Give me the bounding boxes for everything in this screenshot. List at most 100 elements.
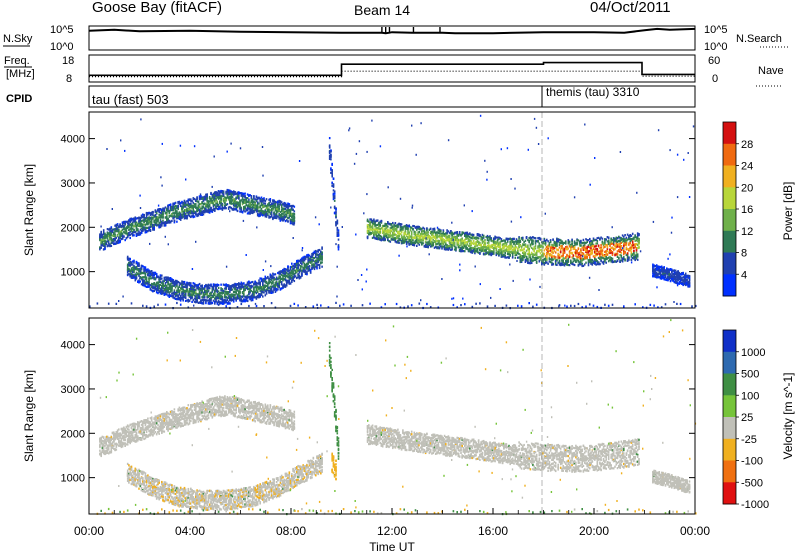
data-cell (142, 278, 144, 281)
data-cell (285, 271, 288, 274)
data-cell (210, 206, 212, 210)
data-cell (153, 225, 155, 228)
data-cell (458, 233, 461, 236)
data-cell (145, 215, 148, 219)
data-cell (315, 262, 317, 265)
data-cell (133, 228, 135, 231)
data-cell (214, 289, 216, 292)
data-cell (133, 274, 135, 277)
data-cell (133, 225, 135, 228)
data-cell (182, 202, 184, 205)
data-cell (235, 202, 237, 205)
data-cell (264, 215, 267, 218)
data-cell (140, 264, 143, 267)
data-cell (376, 237, 379, 240)
data-cell (184, 299, 187, 302)
data-cell (278, 208, 280, 211)
data-cell (143, 268, 145, 271)
data-cell (216, 193, 219, 196)
data-cell (202, 211, 205, 214)
data-cell (211, 289, 214, 292)
data-cell (308, 261, 311, 264)
data-cell (144, 274, 147, 277)
data-cell (182, 289, 184, 292)
data-cell (177, 207, 179, 211)
data-cell (162, 292, 164, 295)
data-cell (282, 274, 284, 277)
data-cell (394, 222, 397, 225)
data-cell (173, 293, 176, 296)
data-cell (123, 220, 125, 224)
data-cell (203, 286, 206, 289)
data-cell (114, 224, 116, 227)
data-cell (232, 208, 235, 211)
data-cell (107, 228, 110, 231)
data-cell (413, 244, 416, 247)
data-cell (130, 261, 133, 265)
data-cell (222, 198, 225, 201)
data-cell (181, 280, 183, 283)
data-cell (164, 278, 167, 281)
data-cell (272, 199, 274, 202)
data-cell (443, 247, 446, 250)
data-cell (379, 228, 381, 231)
data-cell (427, 234, 429, 237)
data-cell (238, 291, 240, 294)
data-cell (179, 214, 182, 217)
data-cell (393, 226, 395, 229)
data-cell (203, 197, 206, 200)
data-cell (260, 293, 263, 297)
data-cell (147, 226, 149, 229)
data-cell (100, 246, 102, 249)
data-cell (328, 157, 331, 160)
data-cell (289, 268, 292, 271)
data-cell (293, 274, 296, 277)
data-cell (436, 236, 438, 239)
data-cell (458, 246, 461, 249)
data-cell (154, 214, 157, 218)
data-cell (187, 198, 190, 201)
data-cell (269, 198, 272, 201)
data-cell (296, 260, 298, 264)
data-cell (205, 210, 207, 213)
data-cell (292, 267, 294, 270)
data-cell (167, 276, 169, 279)
data-cell (413, 233, 416, 236)
data-cell (144, 228, 147, 231)
data-cell (238, 191, 240, 194)
data-cell (279, 275, 282, 278)
data-cell (100, 241, 102, 244)
data-cell (173, 219, 176, 222)
data-cell (269, 209, 272, 212)
data-cell (211, 194, 214, 197)
data-cell (249, 212, 251, 215)
data-cell (148, 283, 150, 286)
data-cell (408, 243, 410, 246)
data-cell (456, 240, 458, 243)
data-cell (471, 249, 474, 252)
data-cell (206, 291, 208, 294)
data-cell (143, 279, 145, 282)
data-cell (177, 205, 179, 208)
data-cell (217, 193, 220, 196)
data-cell (176, 220, 178, 223)
data-cell (102, 231, 105, 234)
data-cell (279, 277, 282, 280)
data-cell (183, 291, 186, 294)
data-cell (438, 236, 441, 239)
data-cell (429, 239, 432, 242)
data-cell (384, 235, 386, 238)
data-cell (212, 292, 215, 295)
data-cell (124, 220, 126, 223)
data-cell (221, 206, 224, 209)
data-cell (455, 247, 457, 250)
data-cell (187, 212, 190, 215)
data-cell (270, 202, 273, 205)
data-cell (238, 283, 240, 287)
data-cell (432, 232, 434, 235)
data-cell (417, 238, 419, 241)
data-cell (139, 225, 142, 228)
data-cell (173, 291, 176, 294)
data-cell (188, 293, 191, 296)
data-cell (289, 214, 292, 217)
